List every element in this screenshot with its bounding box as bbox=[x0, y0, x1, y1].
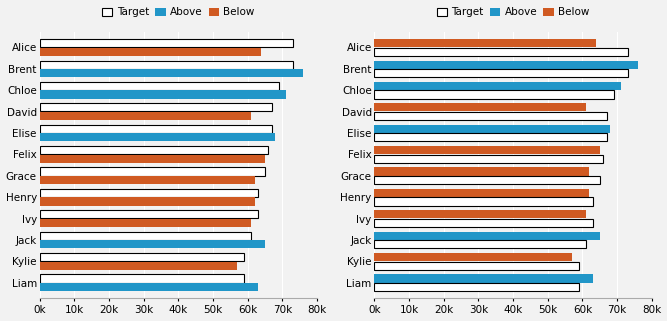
Bar bbox=[374, 91, 614, 99]
Bar bbox=[39, 82, 279, 90]
Bar bbox=[39, 168, 265, 176]
Bar bbox=[39, 48, 261, 56]
Bar bbox=[39, 155, 265, 163]
Bar bbox=[374, 48, 628, 56]
Bar bbox=[39, 112, 251, 120]
Bar bbox=[374, 283, 579, 291]
Bar bbox=[374, 82, 620, 90]
Bar bbox=[374, 253, 572, 261]
Bar bbox=[39, 125, 272, 133]
Bar bbox=[374, 69, 628, 77]
Bar bbox=[39, 61, 293, 69]
Bar bbox=[39, 232, 251, 240]
Bar bbox=[39, 146, 268, 154]
Bar bbox=[39, 262, 237, 270]
Bar bbox=[374, 274, 593, 282]
Bar bbox=[374, 168, 590, 176]
Bar bbox=[374, 232, 600, 240]
Bar bbox=[374, 133, 607, 141]
Bar bbox=[374, 197, 593, 205]
Bar bbox=[374, 146, 600, 154]
Bar bbox=[39, 210, 258, 218]
Bar bbox=[374, 39, 596, 47]
Bar bbox=[39, 274, 244, 282]
Bar bbox=[39, 219, 251, 227]
Bar bbox=[39, 189, 258, 197]
Bar bbox=[374, 125, 610, 133]
Bar bbox=[374, 219, 593, 227]
Bar bbox=[374, 61, 638, 69]
Bar bbox=[374, 189, 590, 197]
Bar bbox=[39, 91, 285, 99]
Bar bbox=[39, 176, 255, 184]
Bar bbox=[39, 197, 255, 205]
Bar bbox=[39, 253, 244, 261]
Bar bbox=[374, 176, 600, 184]
Bar bbox=[374, 262, 579, 270]
Bar bbox=[39, 69, 303, 77]
Bar bbox=[39, 133, 275, 141]
Bar bbox=[374, 103, 586, 111]
Bar bbox=[374, 155, 603, 163]
Bar bbox=[39, 103, 272, 111]
Bar bbox=[39, 240, 265, 248]
Bar bbox=[374, 210, 586, 218]
Legend: Target, Above, Below: Target, Above, Below bbox=[98, 3, 259, 22]
Bar bbox=[39, 283, 258, 291]
Bar bbox=[374, 240, 586, 248]
Bar bbox=[374, 112, 607, 120]
Bar bbox=[39, 39, 293, 47]
Legend: Target, Above, Below: Target, Above, Below bbox=[433, 3, 594, 22]
